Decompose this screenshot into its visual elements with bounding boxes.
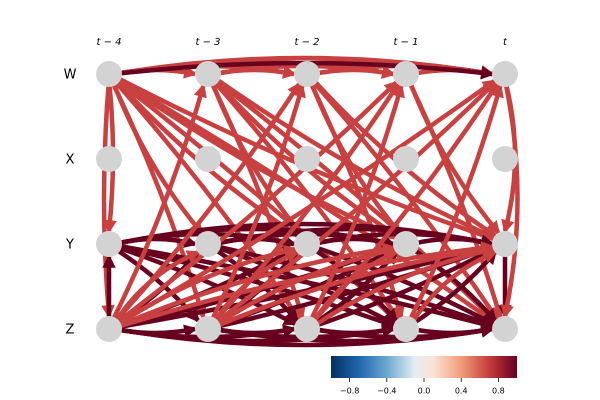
- node: [492, 316, 518, 342]
- node: [96, 316, 122, 342]
- node: [294, 146, 320, 172]
- node: [195, 146, 221, 172]
- lag-label: t: [503, 37, 508, 48]
- link: [311, 244, 496, 326]
- link: [311, 247, 496, 329]
- link: [112, 76, 399, 323]
- link: [208, 83, 306, 325]
- link: [406, 83, 504, 325]
- link: [111, 82, 301, 326]
- link: [308, 77, 499, 321]
- link: [211, 246, 299, 323]
- row-label: Y: [65, 238, 74, 253]
- lag-label: t − 1: [393, 37, 418, 48]
- node: [195, 231, 221, 257]
- link: [310, 246, 398, 323]
- link: [411, 234, 495, 248]
- row-label: Z: [66, 323, 75, 338]
- colorbar-tick-label: 0.8: [492, 387, 505, 396]
- node: [294, 61, 320, 87]
- node: [195, 316, 221, 342]
- lag-label: t − 2: [294, 37, 319, 48]
- link: [500, 79, 520, 319]
- colorbar-tick-label: 0.0: [418, 387, 431, 396]
- link: [311, 244, 496, 329]
- node: [195, 61, 221, 87]
- link: [411, 324, 495, 338]
- link: [112, 80, 399, 327]
- node: [96, 61, 122, 87]
- link: [309, 82, 499, 326]
- link: [211, 80, 498, 327]
- lag-label: t − 3: [195, 37, 220, 48]
- link: [211, 76, 498, 323]
- node: [294, 231, 320, 257]
- colorbar-tick-label: −0.4: [377, 387, 396, 396]
- lag-label: t − 4: [96, 37, 121, 48]
- link: [210, 82, 400, 326]
- node: [492, 146, 518, 172]
- node: [96, 146, 122, 172]
- link: [109, 78, 207, 320]
- link: [406, 78, 504, 320]
- node: [393, 61, 419, 87]
- node: [492, 61, 518, 87]
- link: [307, 83, 405, 325]
- edges: [101, 55, 520, 348]
- link: [408, 250, 498, 327]
- colorbar-tick-label: 0.4: [455, 387, 468, 396]
- nodes: [96, 61, 518, 342]
- colorbar-tick-label: −0.8: [340, 387, 359, 396]
- node: [96, 231, 122, 257]
- node: [393, 316, 419, 342]
- link: [208, 78, 306, 320]
- node: [393, 231, 419, 257]
- row-label: X: [66, 153, 75, 168]
- link: [307, 78, 405, 320]
- colorbar: [331, 356, 517, 378]
- link: [109, 83, 207, 325]
- node: [492, 231, 518, 257]
- node: [393, 146, 419, 172]
- link: [112, 246, 200, 323]
- node: [294, 316, 320, 342]
- row-label: W: [64, 68, 77, 83]
